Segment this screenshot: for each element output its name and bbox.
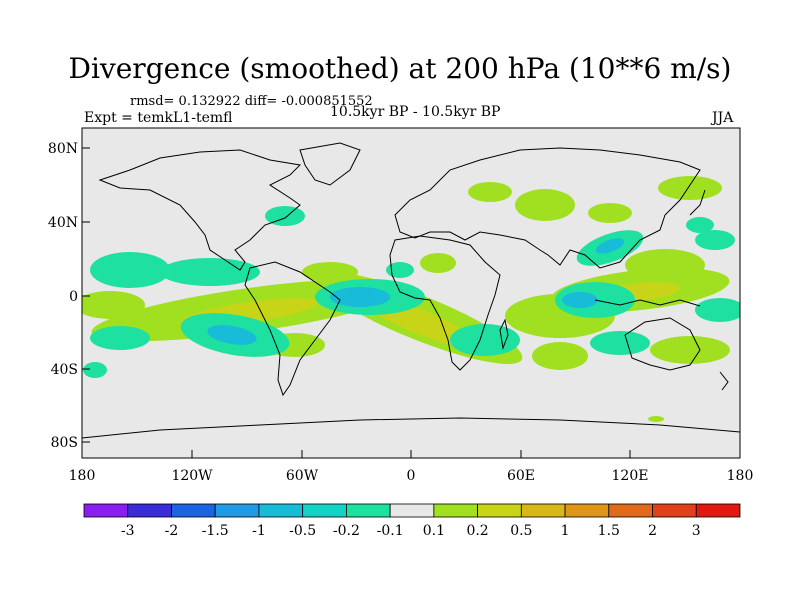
colorbar-label: 1	[561, 523, 570, 539]
colorbar-label: -3	[121, 523, 135, 539]
colorbar-swatch	[83, 503, 129, 518]
coast-madagascar	[499, 318, 509, 350]
lat-labels: 80N 40N 0 40S 80S	[48, 141, 78, 451]
colorbar-swatch	[258, 503, 304, 518]
colorbar-label: 2	[648, 523, 657, 539]
lon-tick-label: 120E	[612, 468, 649, 484]
colorbar-label: 0.2	[466, 523, 488, 539]
lon-tick-label: 180	[69, 468, 96, 484]
colorbar-swatch	[389, 503, 435, 518]
colorbar-swatch	[695, 503, 741, 518]
lat-tick-label: 0	[69, 289, 78, 305]
colorbar-swatch	[477, 503, 522, 518]
lat-tick-label: 80S	[51, 435, 78, 451]
colorbar-label: -1	[252, 523, 266, 539]
coast-africa	[389, 235, 501, 371]
colorbar-swatch	[652, 503, 697, 518]
colorbar-swatch	[608, 503, 653, 518]
colorbar-label: -1.5	[202, 523, 229, 539]
lat-tick-label: 40N	[48, 215, 78, 231]
colorbar-label: 1.5	[598, 523, 620, 539]
divergence-field	[82, 176, 740, 422]
coast-japan	[689, 189, 706, 216]
colorbar-swatch	[171, 503, 216, 518]
coast-north-america	[98, 149, 302, 271]
rmsd-diff-stats: rmsd= 0.132922 diff= -0.000851552	[130, 94, 373, 109]
coast-south-america	[244, 261, 341, 397]
lat-tick-label: 80N	[48, 141, 78, 157]
coast-eurasia	[394, 147, 701, 269]
coast-antarctica	[82, 417, 740, 439]
coast-new-zealand	[719, 371, 729, 391]
colorbar	[83, 503, 741, 518]
chart-title: Divergence (smoothed) at 200 hPa (10**6 …	[68, 52, 732, 85]
colorbar-swatch	[302, 503, 347, 518]
lon-tick-label: 60E	[507, 468, 535, 484]
colorbar-label: -0.1	[377, 523, 404, 539]
colorbar-label: -2	[165, 523, 179, 539]
colorbar-label: -0.2	[333, 523, 360, 539]
season-label: JJA	[712, 110, 734, 126]
experiment-label: Expt = temkL1-temfl	[84, 110, 233, 126]
lon-tick-label: 60W	[286, 468, 319, 484]
lon-tick-label: 0	[407, 468, 416, 484]
colorbar-swatch	[520, 503, 566, 518]
colorbar-swatch	[127, 503, 172, 518]
colorbar-label: 0.1	[423, 523, 445, 539]
lon-labels: 180 120W 60W 0 60E 120E 180	[69, 468, 754, 484]
coastlines	[82, 142, 740, 439]
coast-australia	[624, 317, 701, 371]
colorbar-swatch	[564, 503, 610, 518]
period-label: 10.5kyr BP - 10.5kyr BP	[330, 104, 501, 120]
colorbar-label: -0.5	[289, 523, 316, 539]
coast-indonesia	[594, 299, 701, 307]
lon-tick-label: 180	[727, 468, 754, 484]
colorbar-swatch	[214, 503, 260, 518]
colorbar-labels: -3 -2 -1.5 -1 -0.5 -0.2 -0.1 0.1 0.2 0.5 1 1.5 2 3	[121, 523, 701, 539]
lat-tick-marks	[81, 147, 741, 458]
lon-tick-label: 120W	[171, 468, 213, 484]
colorbar-label: 0.5	[510, 523, 532, 539]
strong-negative-divergence	[207, 238, 625, 345]
colorbar-label: 3	[692, 523, 701, 539]
colorbar-swatch	[433, 503, 479, 518]
colorbar-swatch	[345, 503, 391, 518]
lat-tick-label: 40S	[51, 362, 78, 378]
coast-greenland	[299, 142, 361, 186]
